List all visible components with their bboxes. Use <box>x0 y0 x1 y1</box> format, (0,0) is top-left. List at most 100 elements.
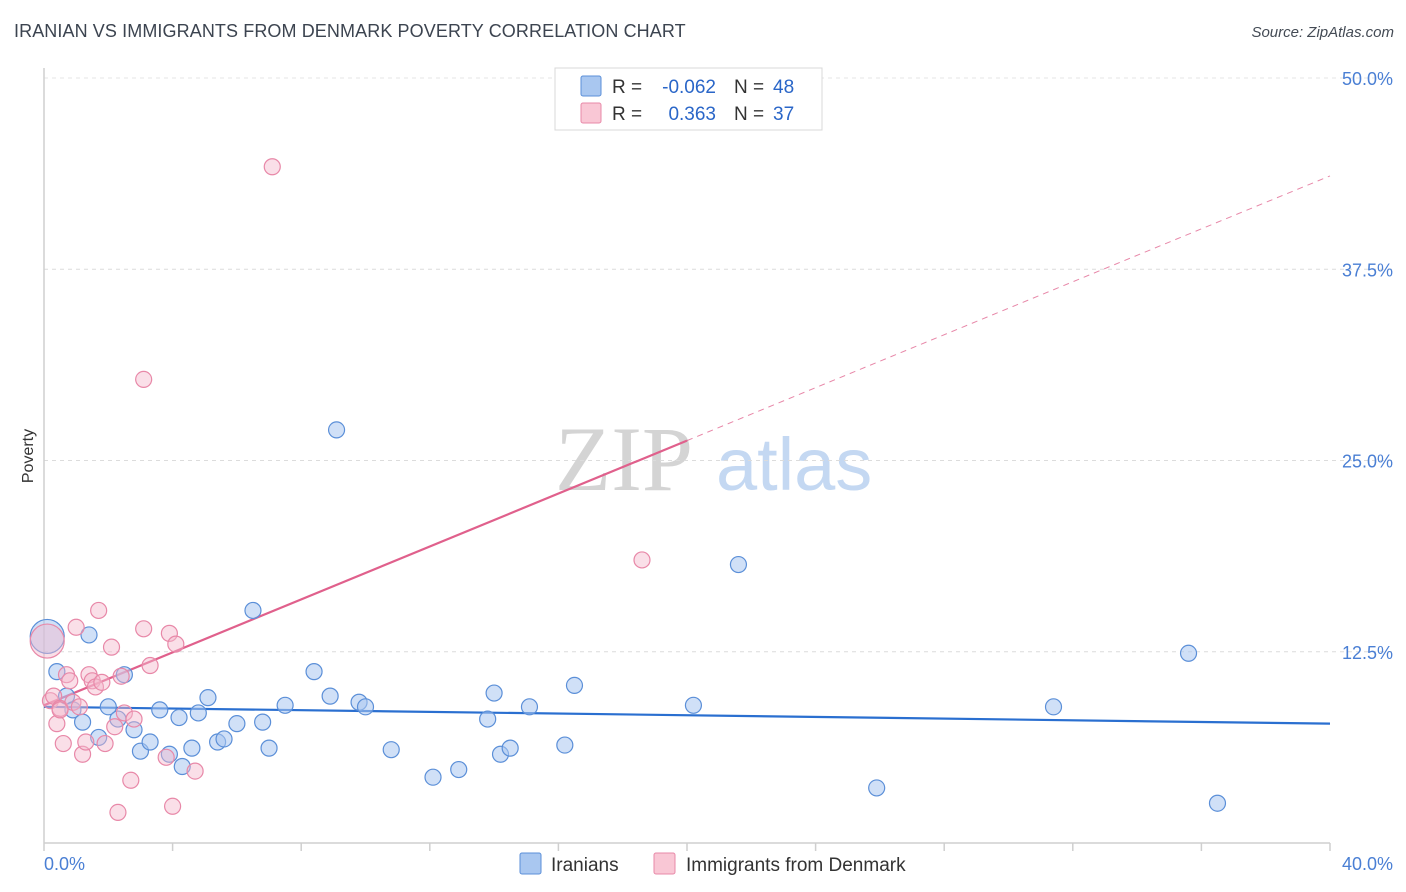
chart-title: IRANIAN VS IMMIGRANTS FROM DENMARK POVER… <box>14 21 686 41</box>
denmark-point-18 <box>96 734 114 753</box>
y-tick-label-3: 50.0% <box>1342 69 1393 89</box>
denmark-point-27 <box>135 370 153 389</box>
iranians-point-25 <box>260 739 278 757</box>
legend-swatch-blue <box>580 75 602 97</box>
denmark-point-17 <box>93 673 111 691</box>
iranians-point-7 <box>99 698 117 716</box>
denmark-point-0 <box>29 623 65 659</box>
iranians-point-47 <box>1208 794 1227 812</box>
iranians-point-5 <box>80 626 98 644</box>
iranians-point-46 <box>1179 644 1198 662</box>
iranians-point-17 <box>183 739 201 757</box>
denmark-point-20 <box>106 718 124 736</box>
iranians-point-44 <box>868 779 886 797</box>
denmark-point-30 <box>160 624 178 642</box>
legend-bottom-label-2: Immigrants from Denmark <box>686 855 906 876</box>
iranians-point-12 <box>141 733 159 751</box>
denmark-point-9 <box>67 618 85 636</box>
denmark-point-16 <box>90 601 108 620</box>
denmark-point-34 <box>263 158 281 176</box>
legend-n-value-2: 37 <box>773 104 794 125</box>
denmark-point-29 <box>157 748 175 766</box>
iranians-point-28 <box>321 687 339 705</box>
x-axis-tick-labels: 0.0% 40.0% <box>44 854 1393 874</box>
denmark-point-33 <box>186 762 204 780</box>
iranians-point-1 <box>48 663 66 681</box>
legend-bottom-label-1: Iranians <box>551 855 619 876</box>
x-axis-ticks <box>43 843 1331 851</box>
y-tick-label-0: 12.5% <box>1342 643 1393 663</box>
iranians-point-36 <box>485 684 503 702</box>
denmark-point-28 <box>141 656 159 675</box>
iranians-point-0 <box>29 618 65 655</box>
legend-r-value-1: -0.062 <box>662 77 716 98</box>
iranians-point-4 <box>73 713 92 731</box>
trend-line-dashed-1 <box>686 175 1331 442</box>
denmark-point-35 <box>633 551 651 569</box>
denmark-point-10 <box>70 698 88 716</box>
iranians-point-40 <box>556 736 574 754</box>
y-axis-tick-labels: 12.5% 25.0% 37.5% 50.0% <box>1342 69 1393 663</box>
denmark-point-32 <box>167 635 185 653</box>
legend-swatch-pink <box>580 102 602 124</box>
iranians-point-43 <box>729 555 748 574</box>
stats-legend: R = -0.062 N = 48 R = 0.363 N = 37 <box>554 67 823 131</box>
denmark-point-24 <box>122 771 140 789</box>
iranians-point-42 <box>684 696 703 714</box>
iranians-point-27 <box>305 663 323 681</box>
watermark-atlas: atlas <box>716 423 872 506</box>
trend-lines <box>43 175 1331 725</box>
denmark-point-5 <box>54 734 72 753</box>
x-tick-label-0: 0.0% <box>44 854 85 874</box>
denmark-point-22 <box>112 667 130 685</box>
iranians-point-39 <box>520 698 539 716</box>
iranians-point-22 <box>228 715 246 733</box>
y-axis-label: Poverty <box>20 429 37 483</box>
iranians-point-26 <box>276 696 294 714</box>
denmark-point-31 <box>164 797 182 815</box>
iranians-point-29 <box>327 421 346 439</box>
denmark-point-23 <box>115 704 133 722</box>
denmark-point-7 <box>61 672 79 690</box>
legend-bottom-swatch-pink <box>653 852 676 875</box>
iranians-point-41 <box>565 676 584 695</box>
iranians-point-45 <box>1044 698 1063 716</box>
trend-line-1 <box>43 439 688 707</box>
iranians-point-15 <box>170 708 188 727</box>
x-tick-label-1: 40.0% <box>1342 854 1393 874</box>
grid-lines <box>44 77 1392 653</box>
denmark-point-25 <box>125 710 143 728</box>
denmark-point-12 <box>77 733 95 751</box>
legend-r-label-2: R = <box>612 104 642 125</box>
iranians-point-34 <box>450 760 468 779</box>
iranians-point-21 <box>215 730 233 748</box>
denmark-point-36 <box>51 701 69 719</box>
denmark-point-19 <box>102 638 121 656</box>
iranians-point-38 <box>501 739 519 757</box>
iranians-point-6 <box>90 728 108 747</box>
iranians-point-33 <box>424 768 442 786</box>
legend-n-label-2: N = <box>734 104 764 125</box>
trend-line-0 <box>43 705 1331 725</box>
iranians-point-16 <box>173 757 191 776</box>
watermark-zip: ZIP <box>555 408 693 510</box>
y-tick-label-1: 25.0% <box>1342 452 1393 472</box>
iranians-point-14 <box>160 745 178 763</box>
scatter-points <box>29 158 1227 822</box>
iranians-point-18 <box>189 704 207 722</box>
y-tick-label-2: 37.5% <box>1342 260 1393 280</box>
iranians-point-23 <box>244 601 262 620</box>
denmark-point-21 <box>109 803 127 822</box>
iranians-point-24 <box>254 713 272 731</box>
source-label: Source: ZipAtlas.com <box>1251 24 1394 41</box>
legend-n-value-1: 48 <box>773 77 794 98</box>
legend-bottom-swatch-blue <box>519 852 542 875</box>
legend-n-label-1: N = <box>734 77 764 98</box>
denmark-point-26 <box>135 620 153 638</box>
series-legend: Iranians Immigrants from Denmark <box>519 852 906 876</box>
legend-r-value-2: 0.363 <box>668 104 716 125</box>
legend-r-label-1: R = <box>612 77 642 98</box>
iranians-point-35 <box>479 710 497 728</box>
iranians-point-13 <box>151 701 169 719</box>
